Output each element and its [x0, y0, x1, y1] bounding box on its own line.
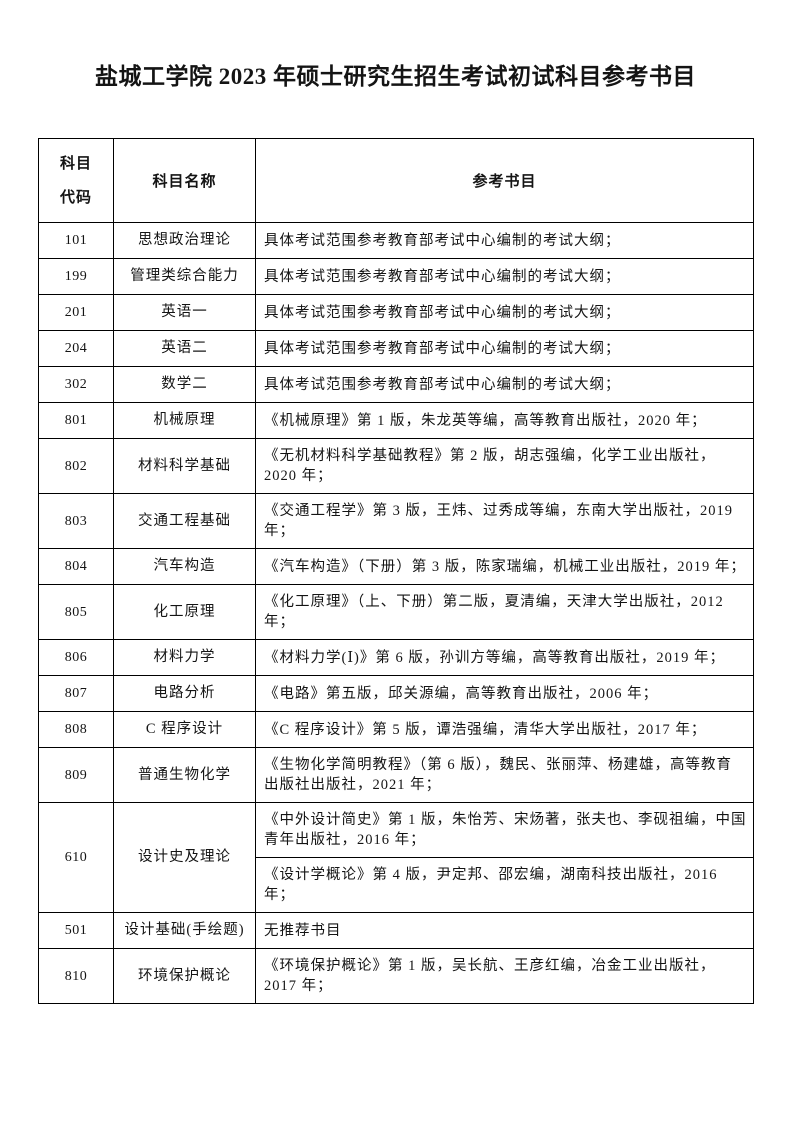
subject-code-cell: 501 — [38, 912, 114, 949]
header-subject-name: 科目名称 — [113, 138, 256, 223]
subject-name-cell: 设计基础(手绘题) — [113, 912, 256, 949]
table-row: 501 设计基础(手绘题) 无推荐书目 — [38, 912, 754, 949]
document-title: 盐城工学院 2023 年硕士研究生招生考试初试科目参考书目 — [95, 64, 696, 89]
reference-book-cell: 《环境保护概论》第 1 版，吴长航、王彦红编，冶金工业出版社，2017 年； — [255, 948, 754, 1004]
table-row: 204 英语二 具体考试范围参考教育部考试中心编制的考试大纲； — [38, 330, 754, 367]
reference-table-body: 101 思想政治理论 具体考试范围参考教育部考试中心编制的考试大纲； 199 管理类综合… — [38, 222, 754, 1004]
reference-book-cell: 《无机材料科学基础教程》第 2 版，胡志强编，化学工业出版社，2020 年； — [255, 438, 754, 494]
table-row: 803 交通工程基础 《交通工程学》第 3 版，王炜、过秀成等编，东南大学出版社，2… — [38, 493, 754, 549]
reference-book-cell: 《电路》第五版，邱关源编，高等教育出版社，2006 年； — [255, 675, 754, 712]
table-row: 802 材料科学基础 《无机材料科学基础教程》第 2 版，胡志强编，化学工业出版社，… — [38, 438, 754, 494]
table-header-row: 科目 代码 科目名称 参考书目 — [38, 138, 754, 223]
subject-name-cell: 材料力学 — [113, 639, 256, 676]
subject-code-cell: 801 — [38, 402, 114, 439]
reference-book-cell: 《材料力学(Ⅰ)》第 6 版，孙训方等编，高等教育出版社，2019 年； — [255, 639, 754, 676]
subject-code-cell: 805 — [38, 584, 114, 640]
reference-book-cell: 具体考试范围参考教育部考试中心编制的考试大纲； — [255, 330, 754, 367]
subject-code-cell: 808 — [38, 711, 114, 748]
subject-code-cell: 802 — [38, 438, 114, 494]
subject-code-cell: 806 — [38, 639, 114, 676]
subject-name-cell: C 程序设计 — [113, 711, 256, 748]
subject-name-cell: 数学二 — [113, 366, 256, 403]
reference-book-cell: 《化工原理》（上、下册）第二版，夏清编，天津大学出版社，2012 年； — [255, 584, 754, 640]
reference-book-cell: 《机械原理》第 1 版，朱龙英等编，高等教育出版社，2020 年； — [255, 402, 754, 439]
table-row: 809 普通生物化学 《生物化学简明教程》（第 6 版），魏民、张丽萍、杨建雄，高等… — [38, 747, 754, 803]
header-subject-code: 科目 代码 — [38, 138, 114, 223]
reference-book-cell: 《设计学概论》第 4 版，尹定邦、邵宏编，湖南科技出版社，2016 年； — [255, 857, 754, 913]
reference-book-cell: 具体考试范围参考教育部考试中心编制的考试大纲； — [255, 222, 754, 259]
subject-code-cell: 199 — [38, 258, 114, 295]
reference-book-table: 科目 代码 科目名称 参考书目 101 思想政治理论 具体考试范围参考教育部考试中心… — [38, 138, 754, 1004]
subject-code-cell: 804 — [38, 548, 114, 585]
subject-name-cell: 环境保护概论 — [113, 948, 256, 1004]
subject-code-cell: 204 — [38, 330, 114, 367]
table-row: 201 英语一 具体考试范围参考教育部考试中心编制的考试大纲； — [38, 294, 754, 331]
subject-code-cell: 610 — [38, 802, 114, 913]
subject-code-cell: 809 — [38, 747, 114, 803]
reference-book-cell: 《C 程序设计》第 5 版，谭浩强编，清华大学出版社，2017 年； — [255, 711, 754, 748]
subject-name-cell: 英语一 — [113, 294, 256, 331]
table-row: 302 数学二 具体考试范围参考教育部考试中心编制的考试大纲； — [38, 366, 754, 403]
table-row: 610 设计史及理论 《中外设计简史》第 1 版，朱怡芳、宋炀著，张夫也、李砚祖编，… — [38, 802, 754, 913]
table-row: 804 汽车构造 《汽车构造》（下册）第 3 版，陈家瑞编，机械工业出版社，2019… — [38, 548, 754, 585]
subject-code-cell: 810 — [38, 948, 114, 1004]
reference-book-cell: 《交通工程学》第 3 版，王炜、过秀成等编，东南大学出版社，2019 年； — [255, 493, 754, 549]
subject-code-cell: 101 — [38, 222, 114, 259]
table-row: 199 管理类综合能力 具体考试范围参考教育部考试中心编制的考试大纲； — [38, 258, 754, 295]
table-row: 810 环境保护概论 《环境保护概论》第 1 版，吴长航、王彦红编，冶金工业出版社，… — [38, 948, 754, 1004]
subject-name-cell: 设计史及理论 — [113, 802, 256, 913]
subject-code-cell: 807 — [38, 675, 114, 712]
subject-code-cell: 201 — [38, 294, 114, 331]
reference-book-cell: 《生物化学简明教程》（第 6 版），魏民、张丽萍、杨建雄，高等教育出版社出版社，… — [255, 747, 754, 803]
subject-code-cell: 302 — [38, 366, 114, 403]
subject-name-cell: 普通生物化学 — [113, 747, 256, 803]
subject-name-cell: 思想政治理论 — [113, 222, 256, 259]
table-row: 101 思想政治理论 具体考试范围参考教育部考试中心编制的考试大纲； — [38, 222, 754, 259]
table-row: 805 化工原理 《化工原理》（上、下册）第二版，夏清编，天津大学出版社，2012 … — [38, 584, 754, 640]
subject-name-cell: 电路分析 — [113, 675, 256, 712]
subject-name-cell: 英语二 — [113, 330, 256, 367]
reference-book-cell: 《汽车构造》（下册）第 3 版，陈家瑞编，机械工业出版社，2019 年； — [255, 548, 754, 585]
table-row: 808 C 程序设计 《C 程序设计》第 5 版，谭浩强编，清华大学出版社，2017… — [38, 711, 754, 748]
table-row: 801 机械原理 《机械原理》第 1 版，朱龙英等编，高等教育出版社，2020 年； — [38, 402, 754, 439]
table-row: 806 材料力学 《材料力学(Ⅰ)》第 6 版，孙训方等编，高等教育出版社，2019… — [38, 639, 754, 676]
table-row: 《设计学概论》第 4 版，尹定邦、邵宏编，湖南科技出版社，2016 年； — [39, 857, 754, 913]
reference-book-cell: 具体考试范围参考教育部考试中心编制的考试大纲； — [255, 366, 754, 403]
subject-name-cell: 交通工程基础 — [113, 493, 256, 549]
subject-name-cell: 机械原理 — [113, 402, 256, 439]
reference-book-cell: 具体考试范围参考教育部考试中心编制的考试大纲； — [255, 294, 754, 331]
subject-name-cell: 化工原理 — [113, 584, 256, 640]
subject-name-cell: 汽车构造 — [113, 548, 256, 585]
header-reference-books: 参考书目 — [255, 138, 754, 223]
table-row: 807 电路分析 《电路》第五版，邱关源编，高等教育出版社，2006 年； — [38, 675, 754, 712]
reference-book-cell: 《中外设计简史》第 1 版，朱怡芳、宋炀著，张夫也、李砚祖编，中国青年出版社，2… — [255, 802, 754, 858]
reference-book-cell: 无推荐书目 — [255, 912, 754, 949]
subject-name-cell: 管理类综合能力 — [113, 258, 256, 295]
subject-name-cell: 材料科学基础 — [113, 438, 256, 494]
reference-book-cell: 具体考试范围参考教育部考试中心编制的考试大纲； — [255, 258, 754, 295]
subject-code-cell: 803 — [38, 493, 114, 549]
